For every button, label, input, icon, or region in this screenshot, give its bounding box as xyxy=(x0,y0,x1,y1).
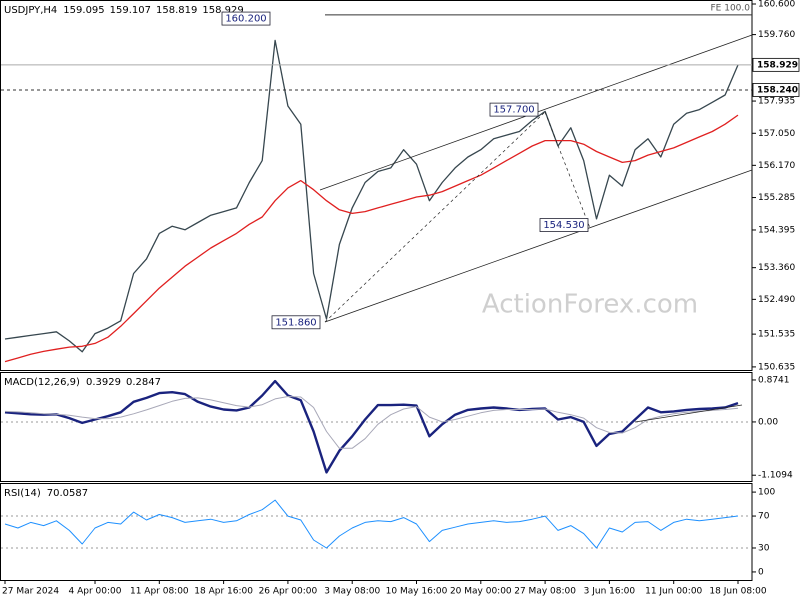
y-tick-label: -1.1094 xyxy=(758,471,793,481)
fibo-line xyxy=(324,111,546,323)
panel-title: RSI(14) xyxy=(4,488,41,499)
annotation-box xyxy=(489,102,539,117)
annotation-box xyxy=(271,315,321,330)
x-tick-label: 20 May 00:00 xyxy=(450,587,512,597)
y-tick-label: 152.490 xyxy=(758,295,795,305)
y-tick-label: 0.00 xyxy=(758,417,778,427)
y-tick-label: 154.395 xyxy=(758,225,795,235)
x-tick-label: 4 Apr 00:00 xyxy=(69,587,122,597)
y-tick-label: 100 xyxy=(758,488,775,498)
annotation-label: 160.200 xyxy=(225,14,266,25)
readout: 159.095 xyxy=(63,5,104,16)
channel-line xyxy=(324,169,753,323)
price-label: 158.240 xyxy=(757,85,798,95)
series-line xyxy=(4,499,739,549)
price-label: 158.929 xyxy=(757,60,798,70)
x-tick-label: 10 May 16:00 xyxy=(386,587,448,597)
macd-trendline xyxy=(634,404,743,423)
x-tick-label: 27 Mar 2024 xyxy=(2,587,59,597)
annotation-box xyxy=(221,11,271,26)
annotation-label: 157.700 xyxy=(493,105,534,116)
y-tick-label: 30 xyxy=(758,543,770,553)
y-tick-label: 160.600 xyxy=(758,0,795,10)
annotation-label: 154.530 xyxy=(543,220,584,231)
y-tick-label: 0 xyxy=(758,567,764,577)
price-label-box xyxy=(752,57,800,72)
price-label-box xyxy=(752,83,800,97)
watermark: ActionForex.com xyxy=(482,290,698,320)
x-tick-label: 27 May 08:00 xyxy=(514,587,576,597)
y-tick-label: 159.760 xyxy=(758,30,795,40)
x-tick-label: 11 Apr 08:00 xyxy=(130,587,189,597)
readout: 0.3929 xyxy=(86,377,121,388)
series-line xyxy=(4,39,739,353)
panel-title: USDJPY,H4 xyxy=(4,5,57,16)
readout: 158.819 xyxy=(156,5,197,16)
readout: 0.2847 xyxy=(126,377,161,388)
panel-frame xyxy=(0,372,753,482)
x-tick-label: 3 Jun 16:00 xyxy=(584,587,636,597)
y-tick-label: 157.935 xyxy=(758,97,795,107)
x-tick-label: 3 May 08:00 xyxy=(324,587,380,597)
fibo-line xyxy=(544,111,591,229)
y-tick-label: 151.535 xyxy=(758,330,795,340)
readout: 158.929 xyxy=(202,5,243,16)
panel-frame xyxy=(0,483,753,581)
y-tick-label: 156.170 xyxy=(758,161,795,171)
y-tick-label: 0.8741 xyxy=(758,375,790,385)
annotation-label: 151.860 xyxy=(275,317,316,328)
x-tick-label: 18 Apr 16:00 xyxy=(194,587,253,597)
y-tick-label: 70 xyxy=(758,512,770,522)
readout: 70.0587 xyxy=(47,488,88,499)
y-tick-label: 155.285 xyxy=(758,193,795,203)
x-tick-label: 11 Jun 00:00 xyxy=(645,587,702,597)
panel-title: MACD(12,26,9) xyxy=(4,377,80,388)
fe-label: FE 100.0 xyxy=(711,3,751,13)
x-tick-label: 26 Apr 00:00 xyxy=(259,587,318,597)
series-line xyxy=(4,114,739,363)
y-tick-label: 157.050 xyxy=(758,129,795,139)
panel-frame xyxy=(0,0,753,371)
annotation-box xyxy=(539,218,589,232)
y-tick-label: 153.360 xyxy=(758,263,795,273)
x-tick-label: 18 Jun 08:00 xyxy=(709,587,766,597)
y-tick-label: 150.635 xyxy=(758,362,795,372)
series-line xyxy=(4,396,739,449)
readout: 159.107 xyxy=(110,5,151,16)
